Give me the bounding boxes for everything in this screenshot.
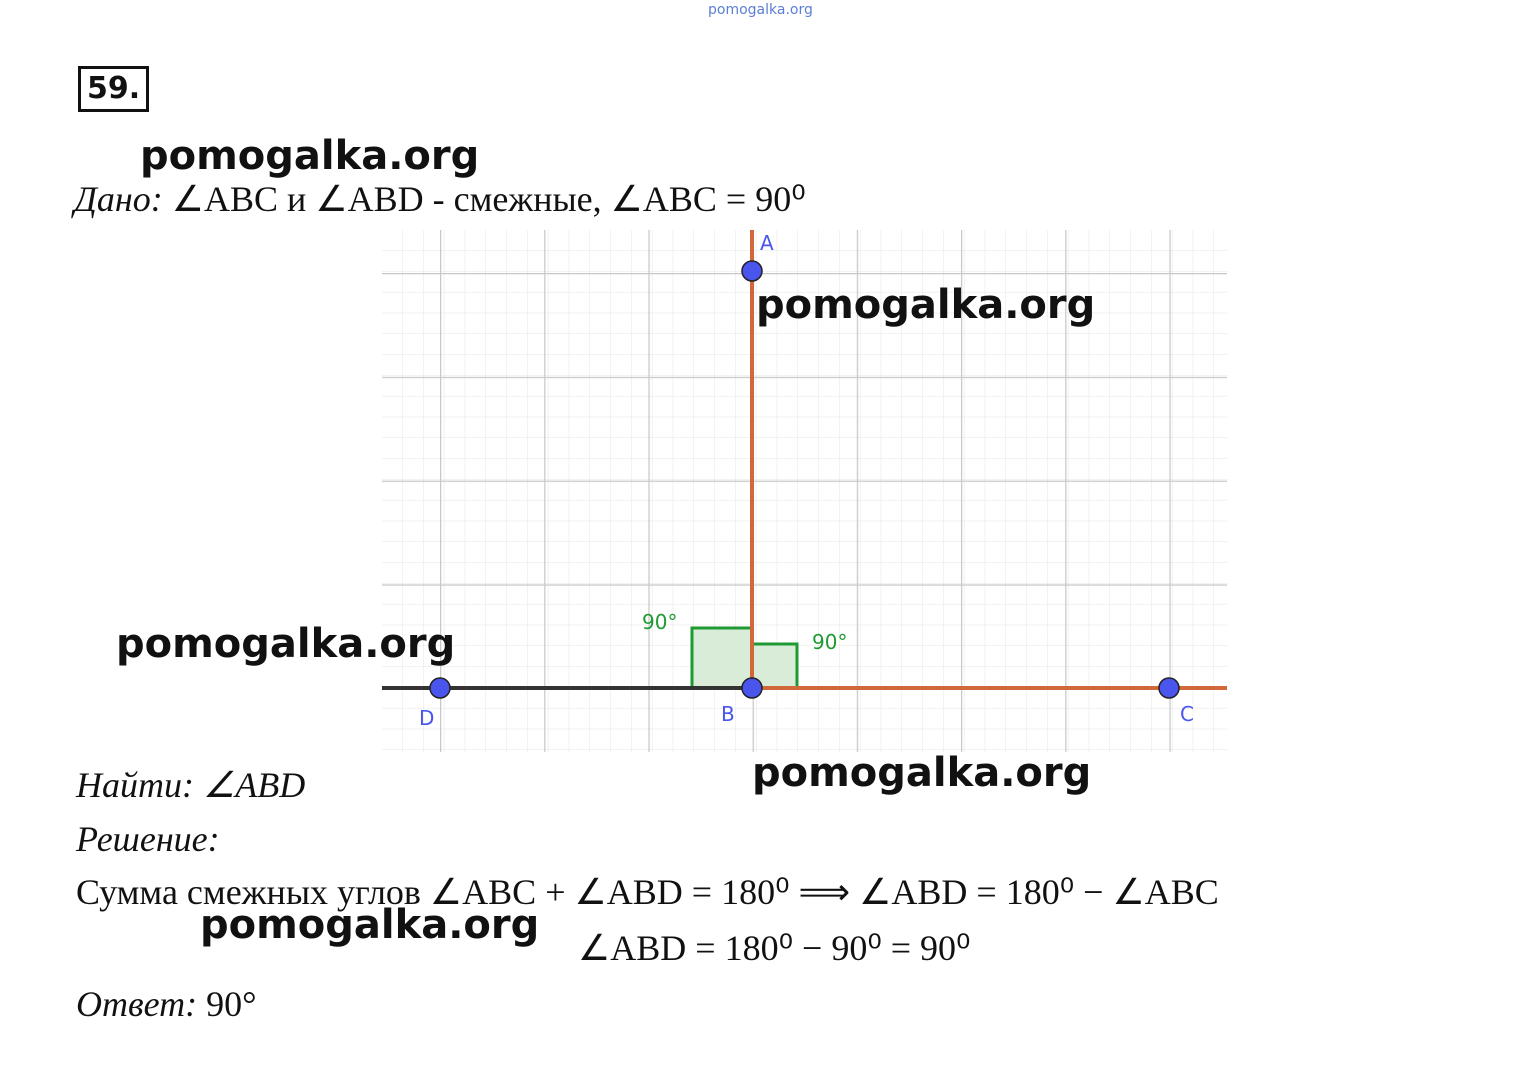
watermark: pomogalka.org xyxy=(756,282,1096,328)
given: Дано: ∠ABC и ∠ABD - смежные, ∠ABC = 90⁰ xyxy=(74,178,806,220)
find: Найти: ∠ABD xyxy=(76,764,305,806)
answer-label: Ответ: xyxy=(76,984,198,1024)
given-text: ∠ABC и ∠ABD - смежные, ∠ABC = 90⁰ xyxy=(171,179,806,219)
point-a xyxy=(741,260,763,282)
point-label: C xyxy=(1180,702,1194,726)
answer-text: 90° xyxy=(206,984,257,1024)
watermark: pomogalka.org xyxy=(140,133,480,179)
angle-label: 90° xyxy=(812,630,847,654)
watermark: pomogalka.org xyxy=(708,2,813,18)
angle-label: 90° xyxy=(642,610,677,634)
solution-line: ∠ABD = 180⁰ − 90⁰ = 90⁰ xyxy=(578,928,971,968)
watermark: pomogalka.org xyxy=(200,902,540,948)
solution-label: Решение: xyxy=(76,819,220,859)
problem-number: 59. xyxy=(78,66,150,112)
point-b xyxy=(741,677,763,699)
grid-major xyxy=(382,230,1227,752)
right-angle-mark xyxy=(690,626,754,690)
point-label: A xyxy=(760,231,774,255)
point-c xyxy=(1158,677,1180,699)
point-label: B xyxy=(721,702,735,726)
find-text: ∠ABD xyxy=(202,765,306,805)
watermark: pomogalka.org xyxy=(752,750,1092,796)
given-label: Дано: xyxy=(74,179,163,219)
watermark: pomogalka.org xyxy=(116,621,456,667)
solution-line: Сумма смежных углов ∠ABC + ∠ABD = 180⁰ ⟹… xyxy=(76,872,1219,912)
point-label: D xyxy=(419,706,434,730)
find-label: Найти: xyxy=(76,765,194,805)
answer: Ответ: 90° xyxy=(76,983,257,1025)
point-d xyxy=(429,677,451,699)
